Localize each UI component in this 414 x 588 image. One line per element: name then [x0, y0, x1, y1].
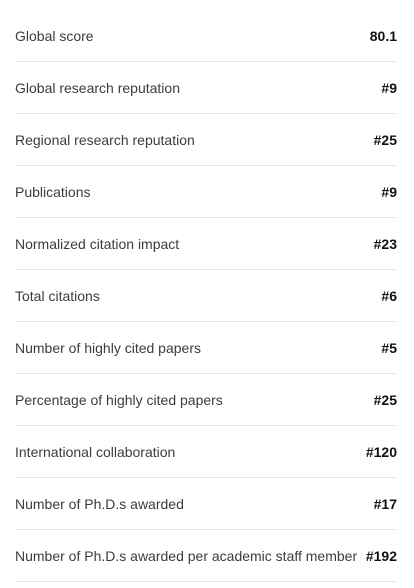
- ranking-row: Total citations #6: [15, 270, 397, 322]
- indicator-value: #9: [381, 79, 397, 96]
- indicator-value: #25: [373, 131, 397, 148]
- indicator-value: 80.1: [369, 27, 397, 44]
- ranking-row: Global research reputation #9: [15, 62, 397, 114]
- indicator-label: Number of Ph.D.s awarded: [15, 495, 184, 512]
- indicator-label: Regional research reputation: [15, 131, 195, 148]
- ranking-row: Publications #9: [15, 166, 397, 218]
- ranking-row: International collaboration #120: [15, 426, 397, 478]
- indicator-value: #192: [365, 547, 397, 564]
- indicator-value: #25: [373, 391, 397, 408]
- indicator-label: Publications: [15, 183, 91, 200]
- indicator-label: Number of highly cited papers: [15, 339, 201, 356]
- indicator-label: Total citations: [15, 287, 100, 304]
- indicator-value: #120: [365, 443, 397, 460]
- ranking-row: Number of highly cited papers #5: [15, 322, 397, 374]
- indicator-label: Global score: [15, 27, 94, 44]
- ranking-row: Number of Ph.D.s awarded #17: [15, 478, 397, 530]
- indicator-label: Normalized citation impact: [15, 235, 180, 252]
- indicator-label: Percentage of highly cited papers: [15, 391, 223, 408]
- ranking-list: Global score 80.1 Global research reputati…: [15, 10, 397, 582]
- ranking-row: Percentage of highly cited papers #25: [15, 374, 397, 426]
- ranking-row: Regional research reputation #25: [15, 114, 397, 166]
- indicator-label: Global research reputation: [15, 79, 180, 96]
- indicator-value: #6: [381, 287, 397, 304]
- ranking-row: Number of Ph.D.s awarded per academic st…: [15, 530, 397, 582]
- indicator-label: International collaboration: [15, 443, 176, 460]
- indicator-label: Number of Ph.D.s awarded per academic st…: [15, 547, 358, 564]
- ranking-row: Normalized citation impact #23: [15, 218, 397, 270]
- indicator-value: #17: [373, 495, 397, 512]
- indicator-value: #9: [381, 183, 397, 200]
- indicator-value: #23: [373, 235, 397, 252]
- ranking-row: Global score 80.1: [15, 10, 397, 62]
- indicator-value: #5: [381, 339, 397, 356]
